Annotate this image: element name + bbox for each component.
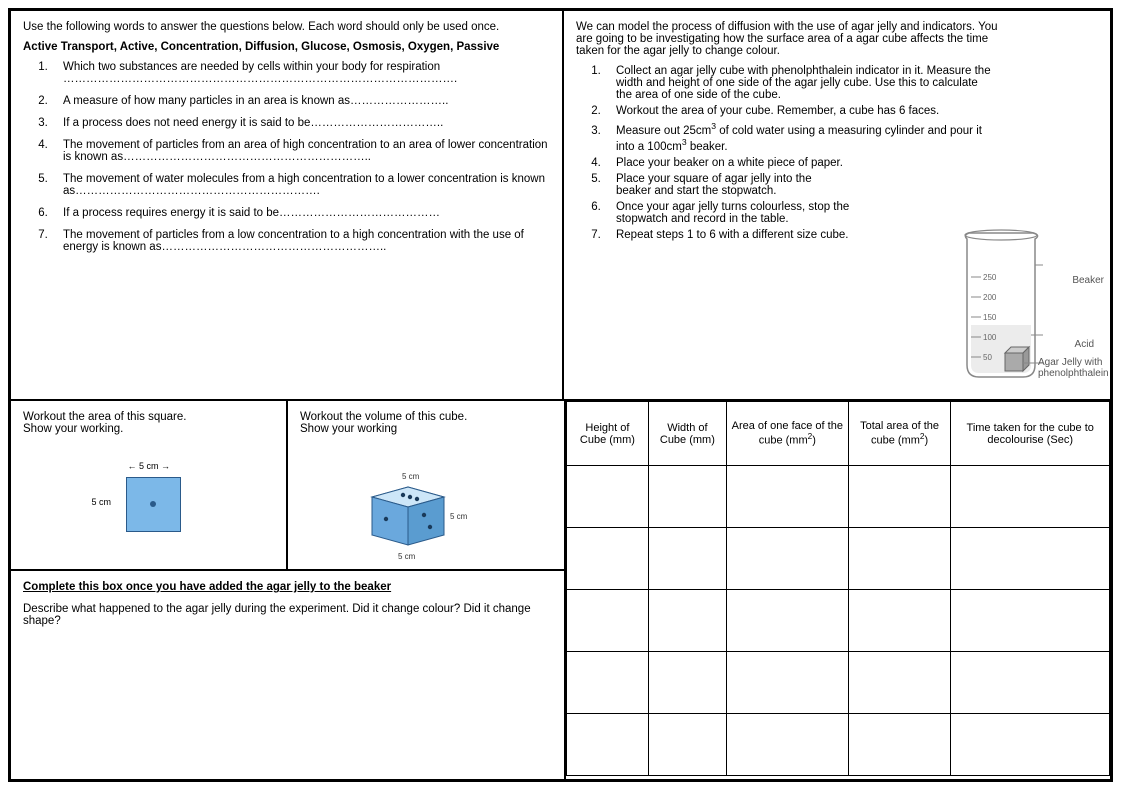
panel-questions: Use the following words to answer the qu… (10, 10, 563, 400)
question-list: Which two substances are needed by cells… (23, 61, 550, 253)
svg-text:250: 250 (983, 273, 997, 282)
beaker-figure: 250 200 150 100 50 Beaker Acid Agar Jel (961, 225, 1106, 395)
q7: The movement of particles from a low con… (51, 229, 550, 253)
square-dim-top: ← 5 cm → (128, 461, 171, 471)
svg-text:5 cm: 5 cm (402, 472, 420, 481)
results-table-panel: Height of Cube (mm) Width of Cube (mm) A… (565, 400, 1111, 780)
svg-text:200: 200 (983, 293, 997, 302)
table-row (567, 652, 1110, 714)
step3: Measure out 25cm3 of cold water using a … (604, 121, 996, 153)
col-height: Height of Cube (mm) (567, 402, 649, 466)
questions-intro: Use the following words to answer the qu… (23, 21, 550, 33)
svg-text:5 cm: 5 cm (450, 512, 468, 521)
label-beaker: Beaker (1072, 275, 1104, 286)
col-face-area: Area of one face of the cube (mm2) (726, 402, 848, 466)
row-top: Use the following words to answer the qu… (10, 10, 1111, 400)
square-dot-icon (150, 501, 156, 507)
cube-icon: 5 cm 5 cm 5 cm (368, 469, 478, 569)
col-total-area: Total area of the cube (mm2) (848, 402, 951, 466)
q1: Which two substances are needed by cells… (51, 61, 550, 85)
q4: The movement of particles from an area o… (51, 139, 550, 163)
square-dim-left: 5 cm (92, 497, 112, 507)
worksheet: Use the following words to answer the qu… (8, 8, 1113, 782)
square-figure: ← 5 cm → 5 cm (114, 465, 184, 535)
q3: If a process does not need energy it is … (51, 117, 550, 129)
svg-text:100: 100 (983, 333, 997, 342)
svg-text:50: 50 (983, 353, 992, 362)
row-bottom: Workout the area of this square. Show yo… (10, 400, 1111, 780)
step5: Place your square of agar jelly into the… (604, 173, 844, 197)
table-row (567, 714, 1110, 776)
method-intro: We can model the process of diffusion wi… (576, 21, 1006, 57)
svg-text:150: 150 (983, 313, 997, 322)
label-acid: Acid (1075, 339, 1094, 350)
observation-prompt: Describe what happened to the agar jelly… (23, 603, 552, 627)
workout-b-line1: Workout the volume of this cube. (300, 411, 552, 423)
table-row (567, 466, 1110, 528)
q2: A measure of how many particles in an ar… (51, 95, 550, 107)
workout-square: Workout the area of this square. Show yo… (10, 400, 287, 570)
word-bank: Active Transport, Active, Concentration,… (23, 41, 550, 53)
step7: Repeat steps 1 to 6 with a different siz… (604, 229, 884, 241)
workout-row: Workout the area of this square. Show yo… (10, 400, 565, 570)
results-table: Height of Cube (mm) Width of Cube (mm) A… (566, 401, 1110, 776)
step2: Workout the area of your cube. Remember,… (604, 105, 996, 117)
q5: The movement of water molecules from a h… (51, 173, 550, 197)
table-row (567, 528, 1110, 590)
observation-heading: Complete this box once you have added th… (23, 581, 552, 593)
method-steps: Collect an agar jelly cube with phenolph… (576, 65, 996, 241)
workout-b-line2: Show your working (300, 423, 552, 435)
workout-a-line1: Workout the area of this square. (23, 411, 274, 423)
col-time: Time taken for the cube to decolourise (… (951, 402, 1110, 466)
workout-cube: Workout the volume of this cube. Show yo… (287, 400, 565, 570)
label-jelly: Agar Jelly with phenolphthalein (1038, 357, 1108, 379)
step6: Once your agar jelly turns colourless, s… (604, 201, 884, 225)
workout-a-line2: Show your working. (23, 423, 274, 435)
table-row (567, 590, 1110, 652)
panel-method: We can model the process of diffusion wi… (563, 10, 1111, 400)
svg-text:5 cm: 5 cm (398, 552, 416, 561)
step4: Place your beaker on a white piece of pa… (604, 157, 996, 169)
left-lower-column: Workout the area of this square. Show yo… (10, 400, 565, 780)
step1: Collect an agar jelly cube with phenolph… (604, 65, 996, 101)
beaker-icon: 250 200 150 100 50 (961, 225, 1043, 385)
q6: If a process requires energy it is said … (51, 207, 550, 219)
col-width: Width of Cube (mm) (648, 402, 726, 466)
observation-panel: Complete this box once you have added th… (10, 570, 565, 780)
